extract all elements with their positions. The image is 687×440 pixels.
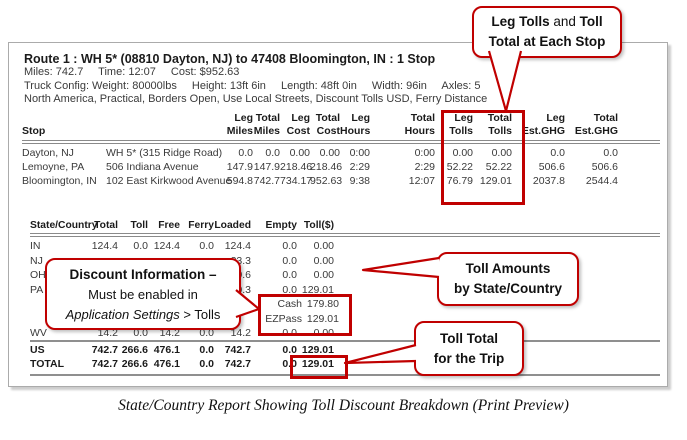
- callout-discount-info: Discount Information – Must be enabled i…: [45, 258, 241, 330]
- route-title: Route 1 : WH 5* (08810 Dayton, NJ) to 47…: [24, 52, 436, 66]
- highlight-box-discount-rows: [258, 294, 352, 336]
- col-total-miles: Total Miles: [253, 112, 281, 137]
- state-header-row: State/Country Total Toll Free Ferry Load…: [30, 219, 334, 233]
- us-separator-rule: [30, 340, 660, 342]
- col-empty: Empty: [265, 220, 297, 231]
- callout-trip-total-line2: for the Trip: [433, 350, 505, 366]
- callout-trip-total: Toll Total for the Trip: [414, 321, 524, 376]
- route-cost: Cost: $952.63: [170, 66, 240, 78]
- callout-discount-line1: Discount Information –: [69, 266, 217, 282]
- state-country-table: State/Country Total Toll Free Ferry Load…: [30, 219, 339, 372]
- route-header: Route 1 : WH 5* (08810 Dayton, NJ) to 47…: [24, 52, 624, 107]
- totals-row-total: TOTAL 742.7 266.6 476.1 0.0 742.7 0.0 129.01: [30, 358, 334, 370]
- col-state-country: State/Country: [30, 220, 98, 231]
- stops-row-dayton: Dayton, NJ WH 5* (315 Ridge Road) 0.0 0.…: [22, 147, 619, 159]
- highlight-box-trip-total: [290, 355, 348, 379]
- truck-height: Height: 13ft 6in: [191, 79, 266, 92]
- callout-trip-total-line1: Toll Total: [440, 330, 498, 346]
- state-row-in: IN 124.4 0.0 124.4 0.0 124.4 0.0 0.00: [30, 240, 334, 252]
- state-row-wv: WV 14.2 0.0 14.2 0.0 14.2 0.0 0.00: [30, 327, 334, 339]
- callout-leg-tolls: Leg Tolls and Toll Total at Each Stop: [472, 6, 622, 58]
- truck-width: Width: 96in: [371, 79, 427, 92]
- discount-value-ezpass: 129.01: [306, 312, 339, 325]
- truck-weight: Truck Config: Weight: 80000lbs: [24, 79, 177, 92]
- truck-config-line: Truck Config: Weight: 80000lbs Height: 1…: [24, 80, 624, 94]
- callout-toll-amounts-line1: Toll Amounts: [465, 261, 551, 276]
- col-total: Total: [94, 220, 118, 231]
- state-header-rule: [30, 233, 660, 237]
- totals-row-us: US 742.7 266.6 476.1 0.0 742.7 0.0 129.01: [30, 343, 334, 356]
- discount-label-ezpass: EZPass: [265, 312, 302, 325]
- col-toll: Toll: [130, 220, 148, 231]
- callout-discount-line2: Must be enabled in: [88, 286, 198, 302]
- stops-row-bloomington: Bloomington, IN 102 East Kirkwood Avenue…: [22, 175, 619, 187]
- truck-length: Length: 48ft 0in: [280, 79, 357, 92]
- callout-discount-line3: Application Settings > Tolls: [65, 306, 221, 322]
- col-total-cost: Total Cost: [315, 112, 341, 137]
- callout-toll-amounts: Toll Amounts by State/Country: [437, 252, 579, 306]
- col-leg-tolls: Leg Tolls: [449, 112, 474, 137]
- col-loaded: Loaded: [214, 220, 251, 231]
- stops-table: Stop Leg Miles Total Miles Leg Cost Total Co…: [22, 112, 618, 188]
- col-ferry: Ferry: [188, 220, 214, 231]
- stops-header-stop: Stop: [22, 124, 46, 137]
- highlight-box-toll-columns: [441, 110, 525, 205]
- discount-value-cash: 179.80: [306, 298, 339, 310]
- route-options-line: North America, Practical, Borders Open, …: [24, 93, 488, 105]
- route-summary-line: Miles: 742.7 Time: 12:07 Cost: $952.63: [24, 66, 624, 80]
- stops-header-row: Stop Leg Miles Total Miles Leg Cost Total Co…: [22, 112, 618, 137]
- col-leg-miles: Leg Miles: [226, 112, 254, 137]
- col-leg-ghg: Leg Est.GHG: [521, 112, 566, 137]
- col-free: Free: [158, 220, 180, 231]
- col-leg-hours: Leg Hours: [340, 112, 371, 137]
- route-miles: Miles: 742.7: [24, 66, 84, 78]
- callout-toll-amounts-line2: by State/Country: [453, 281, 562, 296]
- discount-row-cash: Cash 179.80: [30, 297, 339, 312]
- col-total-tolls: Total Tolls: [487, 112, 513, 137]
- col-leg-cost: Leg Cost: [286, 112, 311, 137]
- truck-axles: Axles: 5: [441, 79, 481, 92]
- route-time: Time: 12:07: [98, 66, 156, 78]
- col-total-hours: Total Hours: [404, 112, 436, 137]
- stops-header-rule: [22, 140, 660, 144]
- stops-row-lemoyne: Lemoyne, PA 506 Indiana Avenue 147.9 147…: [22, 161, 619, 173]
- callout-leg-tolls-text: Leg Tolls and Toll Total at Each Stop: [488, 14, 606, 49]
- col-total-ghg: Total Est.GHG: [574, 112, 619, 137]
- col-toll-usd: Toll($): [303, 220, 334, 231]
- figure-caption: State/Country Report Showing Toll Discou…: [118, 397, 569, 414]
- discount-row-ezpass: EZPass 129.01: [30, 312, 339, 327]
- discount-label-cash: Cash: [277, 298, 302, 310]
